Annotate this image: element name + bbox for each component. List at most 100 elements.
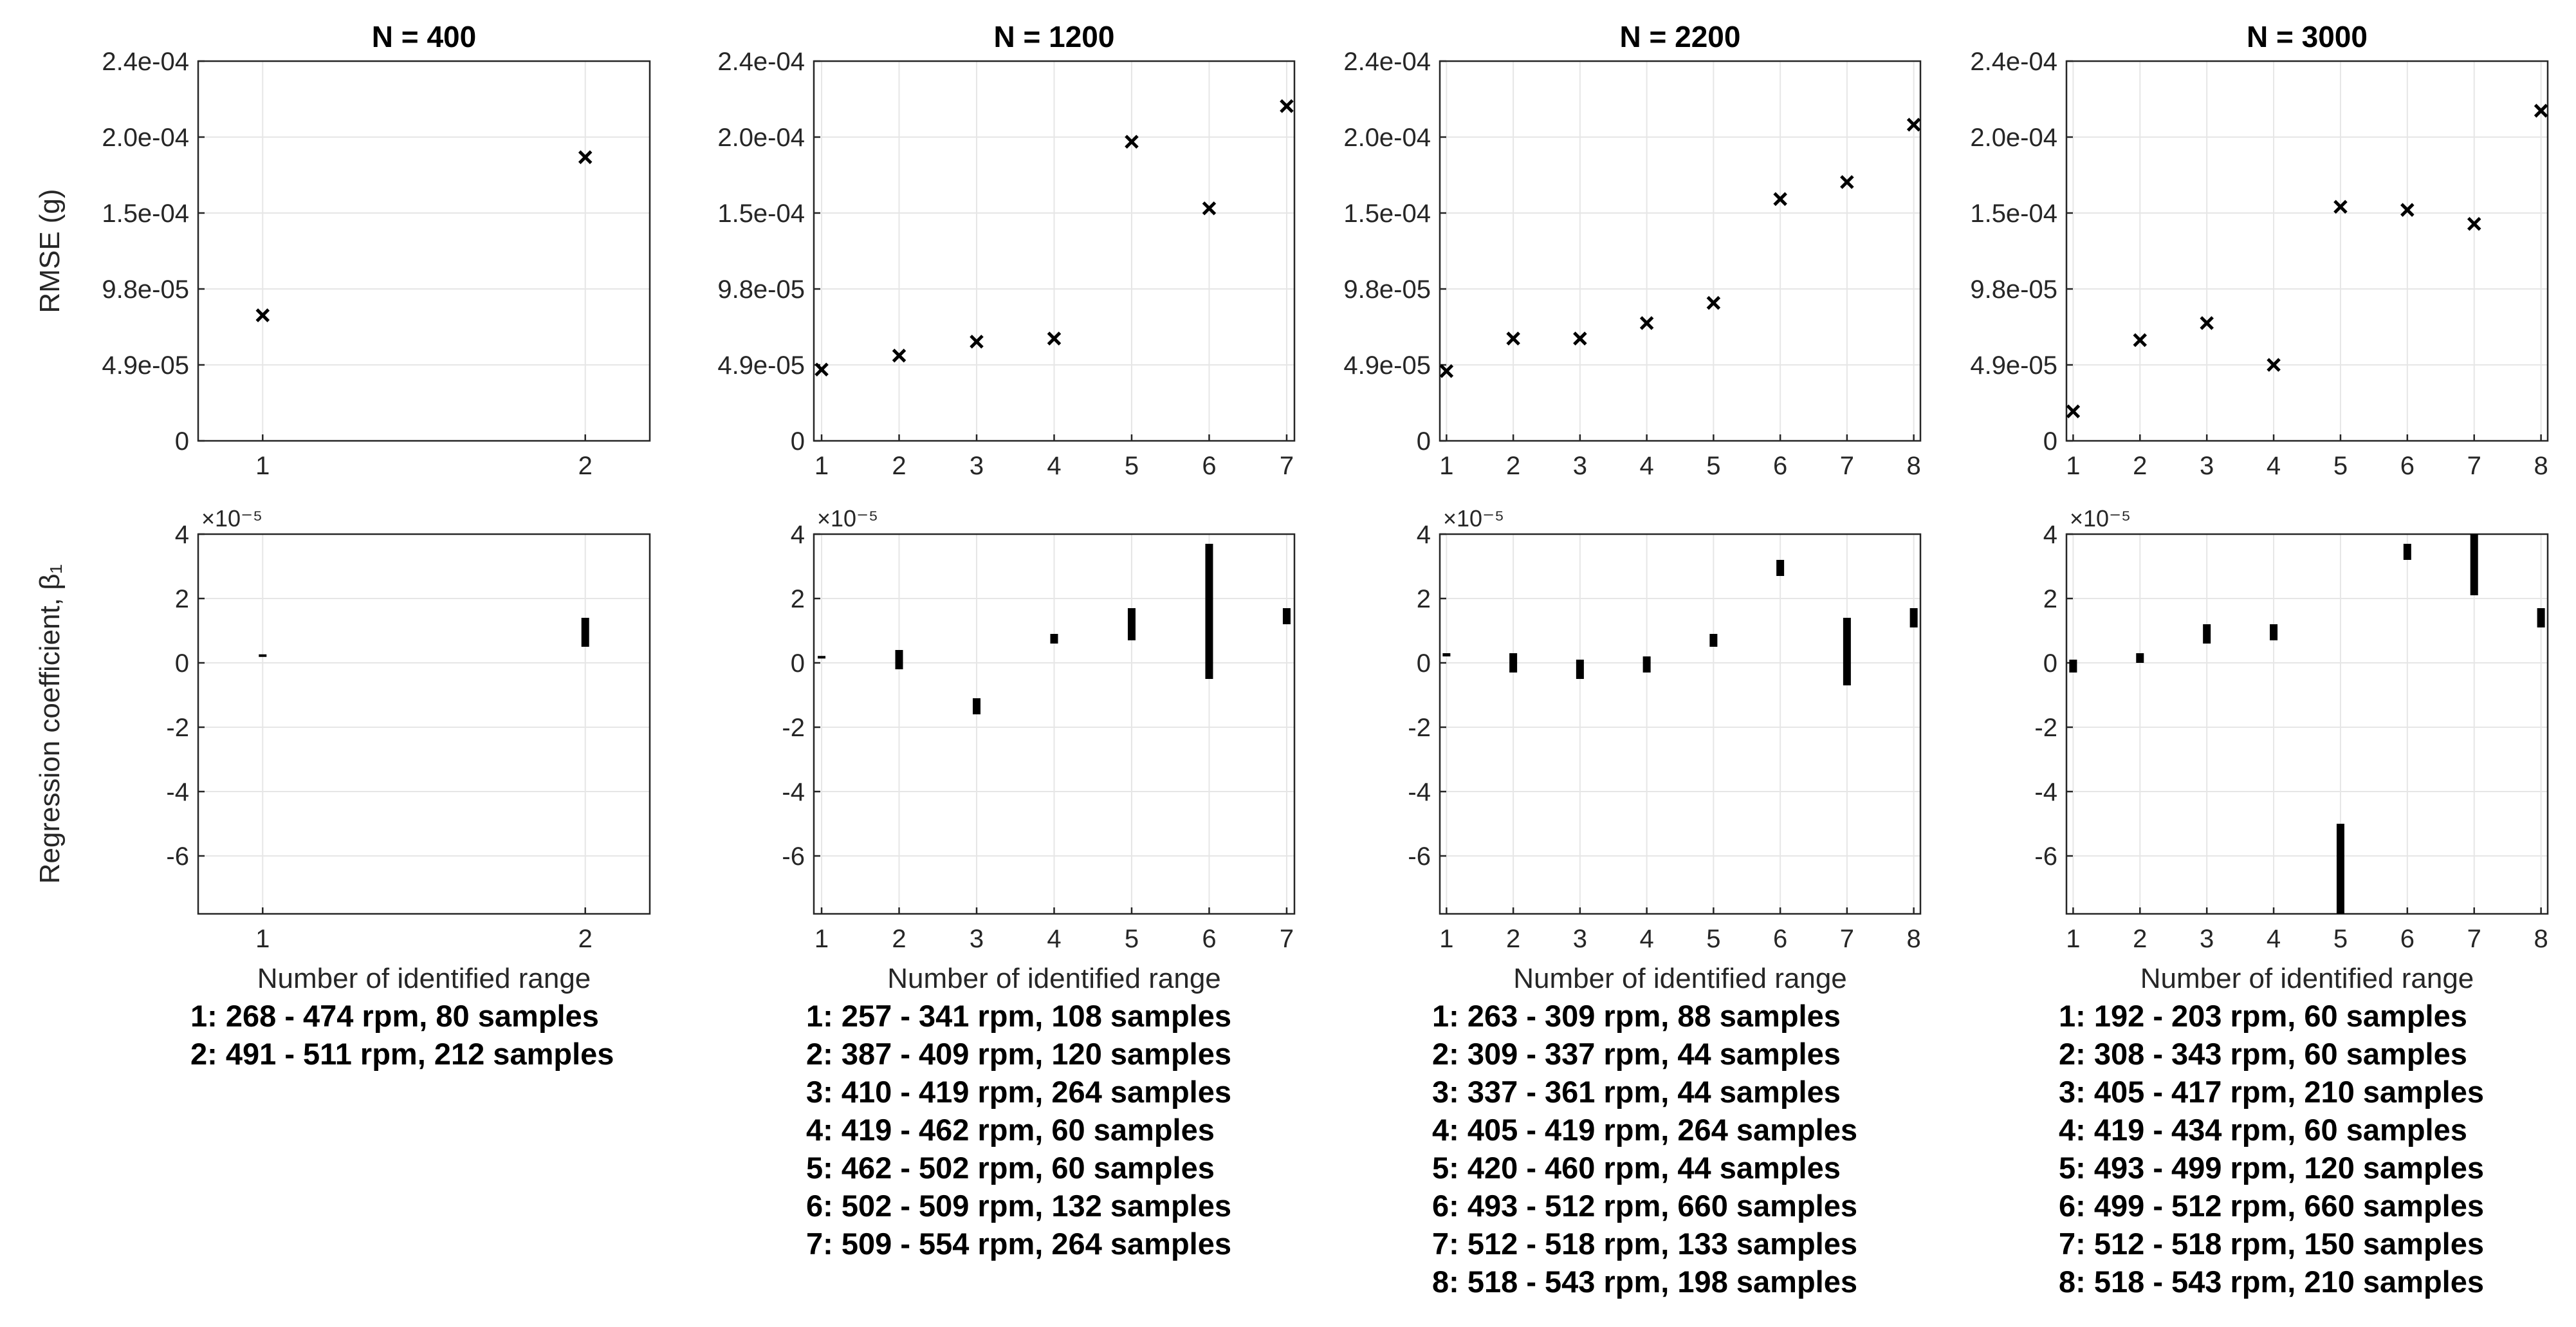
range-list-item: 2: 308 - 343 rpm, 60 samples — [2059, 1037, 2467, 1071]
x-tick-label: 4 — [2267, 925, 2281, 953]
range-list-3: 1: 263 - 309 rpm, 88 samples 2: 309 - 337… — [1432, 999, 1857, 1299]
x-tick-label: 2 — [578, 452, 593, 480]
x-tick-label: 3 — [2200, 452, 2214, 480]
x-tick-label: 1 — [814, 925, 829, 953]
coefficient-range-bar — [2470, 534, 2478, 595]
y-tick-label: 9.8e-05 — [1343, 275, 1431, 304]
y-tick-label: 0 — [175, 427, 189, 456]
range-list-item: 3: 405 - 417 rpm, 210 samples — [2059, 1075, 2484, 1109]
range-list-item: 1: 268 - 474 rpm, 80 samples — [190, 999, 599, 1033]
axes-frame — [2065, 60, 2549, 442]
subplot-7: 4 2 0 -2 -4 -6 1 2 3 4 5 6 7 8 Number of identified ra… — [1408, 505, 1922, 994]
x-tick-label: 5 — [1706, 925, 1720, 953]
data-point — [1773, 192, 1787, 207]
data-point — [892, 348, 906, 363]
data-point — [1439, 364, 1454, 378]
axes-frame — [2065, 533, 2549, 915]
x-tick-label: 1 — [2066, 452, 2080, 480]
x-tick-label: 2 — [1506, 925, 1520, 953]
x-axis-label: Number of identified range — [887, 963, 1221, 994]
range-list-item: 2: 387 - 409 rpm, 120 samples — [806, 1037, 1231, 1071]
y-tick-label: 2 — [2043, 585, 2057, 613]
y-tick-label: 2 — [1417, 585, 1431, 613]
x-tick-label: 7 — [1280, 925, 1294, 953]
data-point — [2066, 404, 2081, 419]
subplot-title: N = 1200 — [994, 20, 1115, 53]
data-point — [2267, 358, 2281, 372]
range-list-item: 2: 309 - 337 rpm, 44 samples — [1432, 1037, 1841, 1071]
x-tick-label: 8 — [2534, 452, 2548, 480]
x-tick-label: 6 — [1773, 452, 1787, 480]
y-tick-label: 4.9e-05 — [717, 351, 805, 380]
x-tick-label: 1 — [2066, 925, 2080, 953]
x-tick-label: 8 — [1907, 452, 1921, 480]
y-tick-label: 2 — [175, 585, 189, 613]
coefficient-range-bar — [2203, 624, 2211, 644]
y-tick-label: 2 — [791, 585, 805, 613]
data-point — [814, 362, 829, 376]
data-point — [1706, 295, 1721, 310]
coefficient-range-bar — [1642, 656, 1651, 673]
y-tick-label: 1.5e-04 — [102, 200, 189, 228]
y-tick-label: 4 — [175, 521, 189, 549]
subplot-1: 0 4.9e-05 9.8e-05 1.5e-04 2.0e-04 2.4e-04 1 2 N … — [34, 20, 651, 480]
range-list-item: 6: 499 - 512 rpm, 660 samples — [2059, 1189, 2484, 1223]
x-tick-label: 4 — [2267, 452, 2281, 480]
x-tick-label: 2 — [2133, 452, 2147, 480]
coefficient-range-bar — [895, 650, 903, 669]
coefficient-range-bar — [1909, 608, 1918, 627]
data-point — [2400, 203, 2415, 217]
y-tick-label: 0 — [2043, 649, 2057, 678]
x-tick-label: 5 — [2333, 925, 2348, 953]
axes-frame — [1439, 60, 1922, 442]
range-list-item: 4: 405 - 419 rpm, 264 samples — [1432, 1113, 1857, 1147]
y-tick-label: 2.0e-04 — [1970, 124, 2057, 152]
range-list-item: 3: 410 - 419 rpm, 264 samples — [806, 1075, 1231, 1109]
x-tick-label: 3 — [1573, 925, 1587, 953]
coefficient-range-bar — [1509, 653, 1518, 673]
coefficient-range-bar — [1776, 560, 1785, 576]
y-tick-label: -2 — [1408, 714, 1431, 742]
y-tick-label: 1.5e-04 — [1343, 200, 1431, 228]
range-list-item: 8: 518 - 543 rpm, 210 samples — [2059, 1265, 2484, 1299]
y-tick-label: -6 — [782, 842, 805, 871]
data-point — [1125, 135, 1139, 149]
data-point — [1202, 201, 1217, 216]
x-tick-label: 5 — [2333, 452, 2348, 480]
coefficient-range-bar — [2270, 624, 2278, 640]
range-list-item: 7: 509 - 554 rpm, 264 samples — [806, 1227, 1231, 1261]
coefficient-range-bar — [818, 656, 826, 659]
y-tick-label: 4 — [791, 521, 805, 549]
x-tick-label: 7 — [2467, 452, 2481, 480]
data-point — [2534, 104, 2548, 118]
coefficient-range-bar — [2403, 544, 2411, 560]
range-list-item: 8: 518 - 543 rpm, 198 samples — [1432, 1265, 1857, 1299]
range-list-1: 1: 268 - 474 rpm, 80 samples 2: 491 - 511… — [190, 999, 614, 1071]
subplot-6: 4 2 0 -2 -4 -6 1 2 3 4 5 6 7 Number of identified ran… — [782, 505, 1296, 994]
coefficient-range-bar — [581, 618, 589, 647]
x-tick-label: 4 — [1047, 925, 1061, 953]
x-tick-label: 5 — [1125, 452, 1139, 480]
coefficient-range-bar — [1050, 634, 1058, 644]
coefficient-range-bar — [2069, 660, 2077, 673]
data-point — [2200, 316, 2214, 330]
subplot-4: 0 4.9e-05 9.8e-05 1.5e-04 2.0e-04 2.4e-04 1 2 3 4… — [1970, 20, 2549, 480]
range-list-item: 1: 192 - 203 rpm, 60 samples — [2059, 999, 2467, 1033]
data-point — [970, 335, 984, 349]
y-tick-label: 0 — [791, 649, 805, 678]
range-list-item: 7: 512 - 518 rpm, 133 samples — [1432, 1227, 1857, 1261]
data-point — [2333, 200, 2348, 214]
x-tick-label: 2 — [1506, 452, 1520, 480]
x-tick-label: 6 — [1773, 925, 1787, 953]
x-tick-label: 4 — [1640, 452, 1654, 480]
range-list-item: 4: 419 - 434 rpm, 60 samples — [2059, 1113, 2467, 1147]
subplot-title: N = 400 — [372, 20, 476, 53]
y-tick-label: 0 — [1417, 427, 1431, 456]
range-list-item: 5: 420 - 460 rpm, 44 samples — [1432, 1151, 1841, 1185]
x-tick-label: 4 — [1640, 925, 1654, 953]
x-tick-label: 6 — [1202, 452, 1216, 480]
coefficient-range-bar — [2336, 824, 2344, 914]
x-axis-label: Number of identified range — [2140, 963, 2474, 994]
y-tick-label: -4 — [2034, 778, 2057, 806]
subplot-8: 4 2 0 -2 -4 -6 1 2 3 4 5 6 7 8 Number of identified ra… — [2034, 505, 2549, 994]
